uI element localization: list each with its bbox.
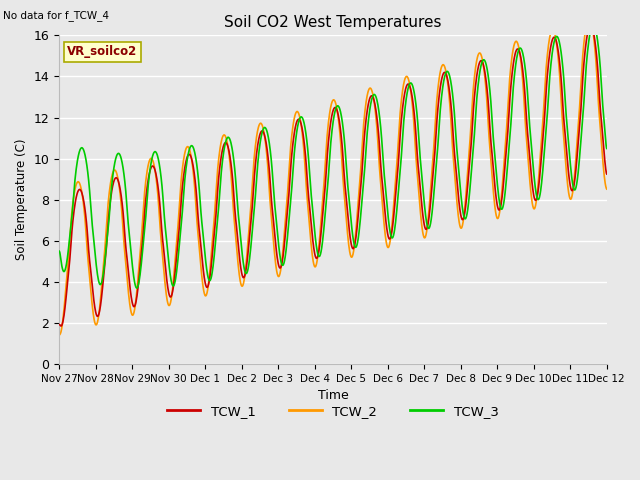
TCW_2 <box>70 196 77 202</box>
TCW_3 <box>603 145 611 151</box>
Line: TCW_1: TCW_1 <box>59 25 607 326</box>
Title: Soil CO2 West Temperatures: Soil CO2 West Temperatures <box>224 15 442 30</box>
TCW_2 <box>463 181 470 187</box>
TCW_2 <box>236 272 243 277</box>
TCW_3 <box>123 201 131 206</box>
TCW_1 <box>236 255 243 261</box>
TCW_3 <box>589 22 597 27</box>
TCW_3 <box>55 248 63 254</box>
TCW_3 <box>463 211 471 216</box>
TCW_2 <box>303 186 310 192</box>
Line: TCW_3: TCW_3 <box>59 24 607 288</box>
Y-axis label: Soil Temperature (C): Soil Temperature (C) <box>15 139 28 261</box>
TCW_1 <box>123 255 131 261</box>
TCW_1 <box>55 322 63 327</box>
TCW_1 <box>587 23 595 28</box>
TCW_3 <box>70 196 77 202</box>
TCW_2 <box>230 219 238 225</box>
TCW_1 <box>603 171 611 177</box>
TCW_3 <box>303 137 310 143</box>
X-axis label: Time: Time <box>317 389 348 402</box>
TCW_1 <box>303 170 310 176</box>
TCW_1 <box>70 210 77 216</box>
TCW_3 <box>231 166 239 171</box>
Legend: TCW_1, TCW_2, TCW_3: TCW_1, TCW_2, TCW_3 <box>162 400 504 423</box>
Line: TCW_2: TCW_2 <box>59 18 607 335</box>
Text: VR_soilco2: VR_soilco2 <box>67 45 138 58</box>
TCW_2 <box>603 186 611 192</box>
TCW_1 <box>463 190 471 195</box>
TCW_1 <box>231 204 239 210</box>
Text: No data for f_TCW_4: No data for f_TCW_4 <box>3 10 109 21</box>
TCW_2 <box>585 15 593 21</box>
TCW_2 <box>55 332 63 338</box>
TCW_3 <box>133 285 141 291</box>
TCW_1 <box>57 323 65 329</box>
TCW_2 <box>123 271 131 276</box>
TCW_3 <box>236 224 243 229</box>
